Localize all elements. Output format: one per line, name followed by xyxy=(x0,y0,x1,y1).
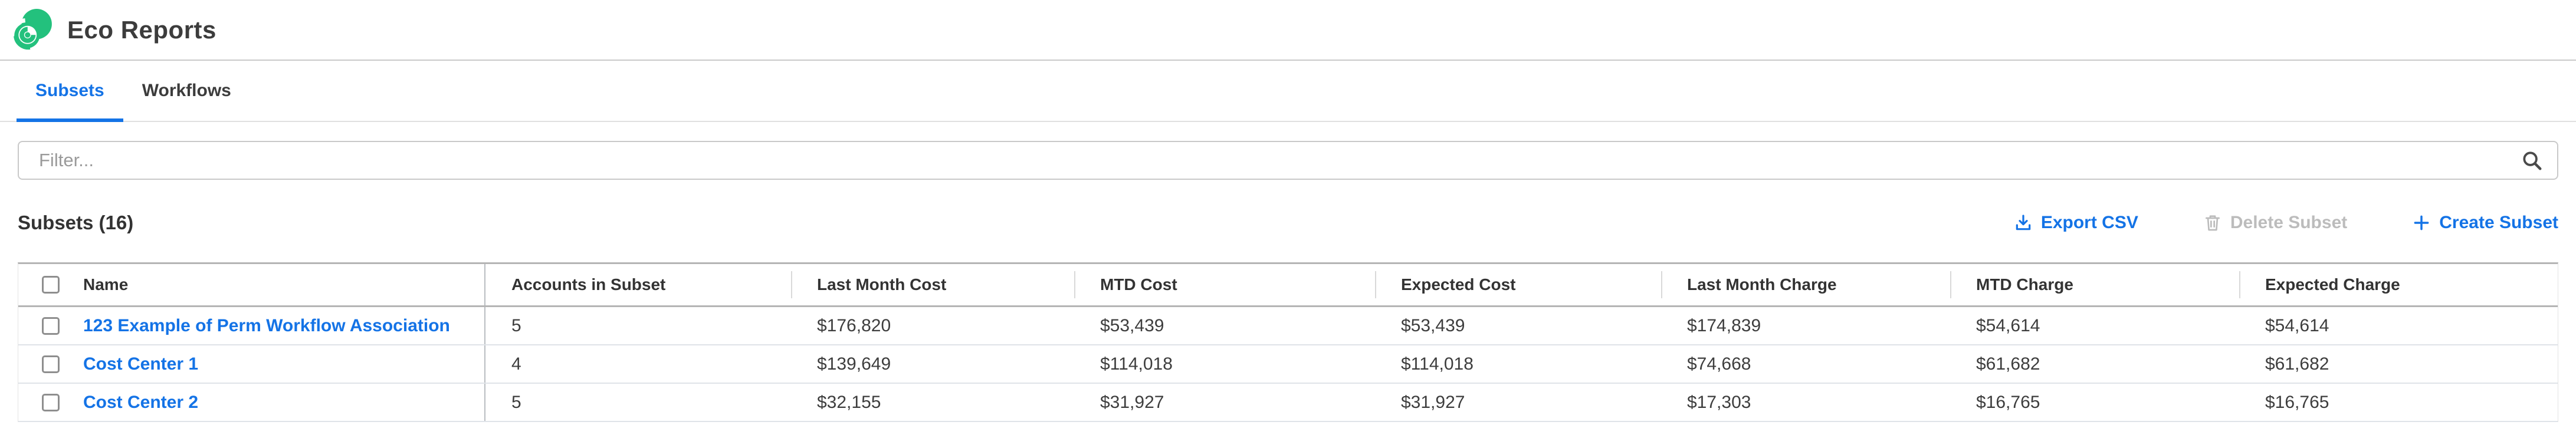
expected-cost-cell: $114,018 xyxy=(1401,354,1474,374)
subsets-table: Name Accounts in Subset Last Month Cost … xyxy=(18,262,2558,422)
table-header-row: Name Accounts in Subset Last Month Cost … xyxy=(18,264,2558,307)
page-title: Eco Reports xyxy=(67,15,216,44)
accounts-cell: 4 xyxy=(511,354,521,374)
subset-name-link[interactable]: Cost Center 2 xyxy=(83,392,199,412)
subset-name-cell: Cost Center 2 xyxy=(68,384,485,421)
table-row: Cost Center 2 5 $32,155 $31,927 $31,927 … xyxy=(18,384,2558,422)
subset-name-cell: 123 Example of Perm Workflow Association xyxy=(68,307,485,344)
create-subset-label: Create Subset xyxy=(2439,213,2558,232)
column-header-accounts[interactable]: Accounts in Subset xyxy=(511,275,666,294)
subset-name-link[interactable]: 123 Example of Perm Workflow Association xyxy=(83,315,450,335)
last-month-charge-cell: $174,839 xyxy=(1687,315,1761,335)
row-select-cell xyxy=(18,307,68,344)
export-csv-button[interactable]: Export CSV xyxy=(2014,213,2138,233)
top-bar: Eco Reports xyxy=(0,0,2576,61)
delete-subset-label: Delete Subset xyxy=(2230,213,2348,232)
mtd-charge-cell: $54,614 xyxy=(1976,315,2040,335)
subsets-count-heading: Subsets (16) xyxy=(18,212,134,233)
download-icon xyxy=(2016,215,2031,230)
column-header-name[interactable]: Name xyxy=(68,264,485,305)
tab-workflows-label: Workflows xyxy=(142,81,231,100)
column-header-mtd-cost[interactable]: MTD Cost xyxy=(1074,264,1375,305)
last-month-cost-cell: $32,155 xyxy=(817,392,881,412)
column-header-expected-cost[interactable]: Expected Cost xyxy=(1375,264,1661,305)
last-month-cost-cell: $139,649 xyxy=(817,354,891,374)
table-row: Cost Center 1 4 $139,649 $114,018 $114,0… xyxy=(18,345,2558,384)
tab-bar: Subsets Workflows xyxy=(0,61,2576,122)
expected-cost-cell: $31,927 xyxy=(1401,392,1465,412)
delete-subset-button[interactable]: Delete Subset xyxy=(2203,213,2347,233)
last-month-cost-cell: $176,820 xyxy=(817,315,891,335)
plus-icon xyxy=(2414,215,2429,230)
mtd-cost-cell: $53,439 xyxy=(1100,315,1164,335)
last-month-charge-cell: $17,303 xyxy=(1687,392,1751,412)
filter-input[interactable] xyxy=(18,141,2558,180)
last-month-charge-cell: $74,668 xyxy=(1687,354,1751,374)
expected-charge-cell: $16,765 xyxy=(2265,392,2329,412)
mtd-charge-cell: $16,765 xyxy=(1976,392,2040,412)
row-checkbox[interactable] xyxy=(42,317,60,335)
column-header-last-month-cost[interactable]: Last Month Cost xyxy=(791,264,1074,305)
subset-name-link[interactable]: Cost Center 1 xyxy=(83,354,199,374)
export-csv-label: Export CSV xyxy=(2040,213,2138,232)
filter-row xyxy=(18,141,2558,180)
select-all-checkbox[interactable] xyxy=(42,276,60,294)
row-checkbox[interactable] xyxy=(42,355,60,373)
column-header-expected-charge[interactable]: Expected Charge xyxy=(2239,264,2558,305)
toolbar: Subsets (16) Export CSV Delete Subset Cr… xyxy=(18,209,2558,236)
tab-workflows[interactable]: Workflows xyxy=(123,61,250,121)
row-select-cell xyxy=(18,345,68,383)
expected-charge-cell: $54,614 xyxy=(2265,315,2329,335)
app-logo-icon xyxy=(12,8,52,50)
column-header-last-month-charge[interactable]: Last Month Charge xyxy=(1661,264,1950,305)
select-all-cell xyxy=(18,264,68,305)
row-checkbox[interactable] xyxy=(42,393,60,411)
column-header-mtd-charge[interactable]: MTD Charge xyxy=(1950,264,2239,305)
accounts-cell: 5 xyxy=(511,392,521,412)
mtd-charge-cell: $61,682 xyxy=(1976,354,2040,374)
tab-subsets-label: Subsets xyxy=(35,81,104,100)
search-icon[interactable] xyxy=(2521,149,2543,172)
row-select-cell xyxy=(18,384,68,421)
trash-icon xyxy=(2205,215,2220,231)
tab-subsets[interactable]: Subsets xyxy=(17,61,123,122)
create-subset-button[interactable]: Create Subset xyxy=(2412,213,2558,233)
expected-charge-cell: $61,682 xyxy=(2265,354,2329,374)
table-row: 123 Example of Perm Workflow Association… xyxy=(18,307,2558,345)
accounts-cell: 5 xyxy=(511,315,521,335)
mtd-cost-cell: $114,018 xyxy=(1100,354,1173,374)
mtd-cost-cell: $31,927 xyxy=(1100,392,1164,412)
subset-name-cell: Cost Center 1 xyxy=(68,345,485,383)
expected-cost-cell: $53,439 xyxy=(1401,315,1465,335)
toolbar-actions: Export CSV Delete Subset Create Subset xyxy=(2014,213,2558,233)
table-body: 123 Example of Perm Workflow Association… xyxy=(18,307,2558,422)
